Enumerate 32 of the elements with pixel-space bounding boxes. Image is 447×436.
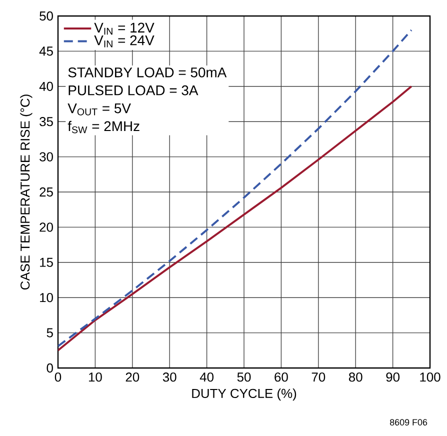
y-tick-label: 30: [40, 152, 53, 162]
x-tick-label: 60: [274, 372, 288, 382]
x-tick-label: 0: [54, 372, 62, 382]
y-tick-label: 40: [39, 82, 53, 91]
x-tick-label: 70: [312, 372, 326, 382]
x-tick-label: 40: [200, 372, 214, 382]
annotation: f$_{SW}$ = 2MHz: [68, 120, 140, 134]
y-tick-label: 15: [40, 258, 53, 267]
x-tick-label: 10: [88, 372, 102, 382]
y-tick-label: 25: [40, 187, 53, 197]
annotation: STANDBY LOAD = 50mA: [68, 67, 227, 78]
legend-label: V$_{IN}$ = 12V: [94, 22, 154, 35]
y-tick-label: 35: [40, 117, 53, 126]
y-tick-label: 0: [46, 363, 53, 373]
y-tick-label: 20: [40, 222, 53, 232]
y-axis-title: CASE TEMPERATURE RISE (°C): [20, 94, 32, 290]
line-series: [58, 85, 412, 352]
x-axis-title: DUTY CYCLE (%): [192, 388, 296, 401]
y-tick-label: 50: [40, 11, 53, 21]
legend-label: V$_{IN}$ = 24V: [94, 35, 154, 48]
annotation: V$_{OUT}$ = 5V: [68, 103, 131, 116]
y-tick-label: 10: [40, 293, 53, 302]
x-tick-label: 30: [162, 372, 176, 382]
x-tick-label: 80: [348, 372, 362, 382]
x-tick-label: 20: [126, 372, 140, 382]
x-tick-label: 50: [237, 372, 251, 382]
y-tick-label: 5: [46, 328, 53, 338]
annotation: PULSED LOAD = 3A: [68, 85, 198, 96]
y-tick-label: 45: [39, 46, 53, 56]
x-tick-label: 100: [420, 372, 440, 382]
x-tick-label: 90: [386, 372, 400, 382]
text: 8609 F06: [390, 419, 428, 426]
